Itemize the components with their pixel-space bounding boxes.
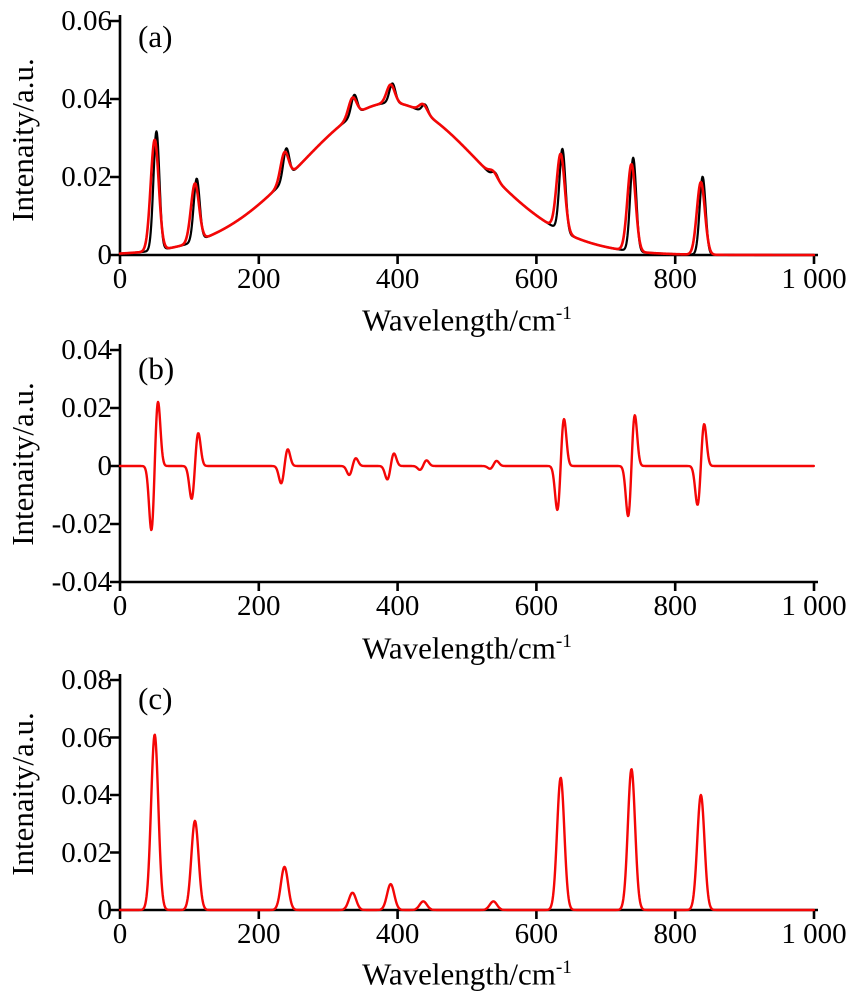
panel-c-x-tick-label: 1 000: [781, 918, 847, 950]
panel-c-y-tick-label: 0.02: [61, 836, 112, 869]
panel-a-x-axis-title: Wavelength/cm-1: [267, 297, 667, 337]
panel-a-x-tick-label: 0: [112, 263, 128, 295]
panel-c-x-tick-label: 800: [653, 918, 697, 950]
panel-c-x-tick-label: 200: [237, 918, 281, 950]
panel-b-x-axis-title-text: Wavelength/cm: [362, 630, 556, 666]
panel-b-letter: (b): [138, 351, 175, 386]
panel-a-letter: (a): [138, 19, 173, 54]
panel-c-x-tick-label: 0: [112, 918, 128, 950]
panel-a-y-tick-label: 0.06: [61, 5, 112, 37]
panel-a-x-axis-title-text: Wavelength/cm: [362, 302, 556, 338]
panel-c-y-tick-label: 0: [97, 894, 113, 926]
panel-a-x-tick-label: 1 000: [781, 263, 847, 295]
panel-b-x-tick-label: 0: [112, 590, 128, 622]
panel-c-x-axis-title-exponent: -1: [555, 957, 572, 978]
panel-c-axes: [110, 674, 818, 919]
panel-c-y-tick-label: 0.06: [61, 721, 112, 754]
panel-b-x-tick-label: 1 000: [781, 590, 847, 622]
panel-c-y-tick-label: 0.04: [61, 779, 112, 811]
panel-c-x-tick-label: 400: [375, 918, 420, 950]
panel-a-x-tick-label: 400: [375, 263, 420, 295]
panel-c-red-peaks-curve: [118, 733, 816, 912]
panel-b-y-tick-label: 0.02: [61, 392, 112, 424]
panel-c-letter: (c): [138, 681, 173, 716]
panel-c-x-axis-title-text: Wavelength/cm: [362, 956, 556, 992]
panel-b-x-axis-title: Wavelength/cm-1: [267, 625, 667, 665]
panel-a-y-tick-label: 0: [97, 239, 113, 271]
panel-b-y-tick-label: -0.04: [51, 566, 112, 598]
panel-a-x-tick-label: 800: [653, 263, 697, 295]
panel-b-x-tick-label: 200: [237, 590, 281, 622]
panel-b-x-axis-title-exponent: -1: [555, 631, 572, 652]
panel-b-y-tick-label: 0: [97, 450, 113, 482]
panel-a-y-tick-label: 0.04: [61, 83, 112, 115]
panel-b-red-residual-curve: [118, 400, 816, 532]
panel-b-x-tick-label: 400: [375, 590, 420, 622]
panel-b-y-tick-label: -0.02: [51, 508, 112, 540]
panel-a-axes: [110, 15, 818, 264]
panel-c-x-axis-title: Wavelength/cm-1: [267, 951, 667, 991]
panel-a-y-tick-label: 0.02: [61, 161, 112, 193]
panel-a-x-tick-label: 200: [237, 263, 281, 295]
panel-c-x-tick-label: 600: [514, 918, 559, 950]
panel-b-axes: [110, 344, 818, 591]
panel-b-x-tick-label: 600: [514, 590, 559, 622]
panel-b-x-tick-label: 800: [653, 590, 697, 622]
panel-c-y-tick-label: 0.08: [61, 664, 112, 696]
panel-a-x-axis-title-exponent: -1: [555, 303, 572, 324]
panel-b-y-tick-label: 0.04: [61, 334, 112, 366]
panel-a-red-curve: [118, 83, 816, 257]
panel-a-x-tick-label: 600: [514, 263, 559, 295]
